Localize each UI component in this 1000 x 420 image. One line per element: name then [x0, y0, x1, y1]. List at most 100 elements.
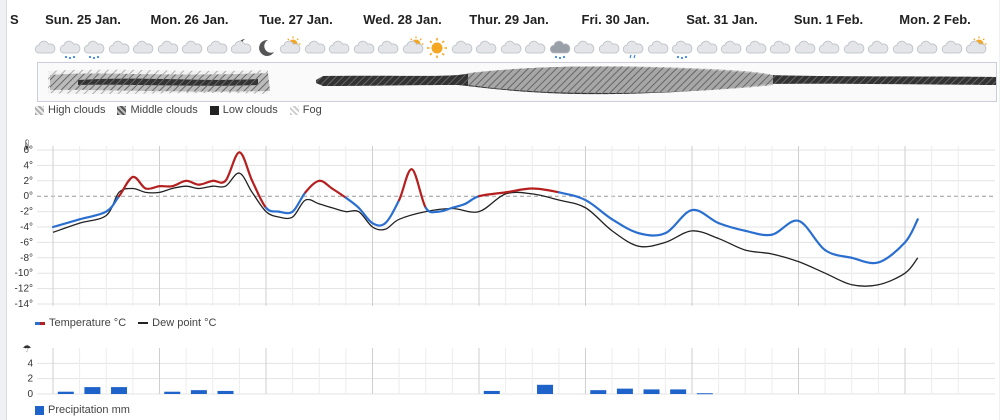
fog-swatch — [289, 105, 299, 115]
y-tick-label: -2° — [20, 207, 33, 218]
temperature-chart: 6° 4° 2° 0° -2° -4° -6° -8° -10° -12° -14° 🌡 — [15, 139, 995, 310]
temperature-line-segment — [344, 196, 360, 209]
precipitation-bar — [537, 384, 554, 394]
temperature-line-segment — [850, 256, 880, 265]
cloud-icon — [157, 40, 178, 54]
cloud-icon — [304, 40, 325, 54]
temperature-line-segment — [797, 219, 827, 252]
temperature-line-segment — [304, 179, 321, 194]
temperature-line-segment — [224, 151, 241, 182]
dewpoint-line — [52, 172, 919, 287]
y-tick-label: 0° — [23, 191, 33, 202]
temperature-line-segment — [330, 187, 347, 199]
low-clouds-swatch — [209, 105, 219, 115]
sun-icon — [427, 38, 447, 58]
cloud-icon — [647, 40, 668, 54]
cloud-icon — [34, 40, 56, 54]
precip-tick-label: 0 — [27, 389, 33, 400]
cloud-icon — [843, 40, 864, 54]
temperature-grid — [37, 146, 995, 306]
temperature-line-segment — [117, 175, 134, 198]
precipitation-bar — [670, 389, 687, 394]
middle-clouds-area-2 — [468, 66, 773, 93]
legend-temperature-label: Temperature °C — [49, 317, 127, 329]
precipitation-bar — [190, 390, 207, 394]
day-label: Wed. 28 Jan. — [363, 12, 442, 27]
legend-precipitation-label: Precipitation mm — [48, 404, 130, 416]
temperature-line-segment — [51, 218, 81, 229]
cloud-icon — [720, 40, 742, 54]
y-tick-label: -8° — [20, 253, 33, 264]
cloud-icon — [794, 40, 815, 54]
y-tick-label: 2° — [23, 176, 33, 187]
sun-cloud-icon — [965, 36, 987, 54]
weather-icon-row — [7, 34, 999, 64]
moon-icon — [258, 39, 274, 56]
legend-fog-label: Fog — [302, 104, 322, 116]
umbrella-icon: ☂ — [23, 344, 32, 355]
cloud-cover-band — [37, 62, 997, 102]
temperature-line-segment — [211, 179, 227, 184]
cloud-icon — [818, 40, 840, 54]
precipitation-bar — [84, 387, 101, 394]
temperature-line-segment — [477, 191, 507, 198]
cloud-snow-icon — [59, 40, 80, 60]
forecast-panel: S Sun. 25 Jan. Mon. 26 Jan. Tue. 27 Jan. Wed… — [6, 0, 999, 420]
precipitation-bar — [483, 390, 500, 394]
y-tick-label: 4° — [23, 160, 33, 171]
middle-clouds-swatch — [117, 105, 127, 115]
y-tick-label: -4° — [20, 222, 33, 233]
cloud-icon — [353, 40, 374, 54]
precipitation-bar — [57, 391, 74, 394]
cloud-icon — [181, 40, 203, 54]
temperature-line-segment — [185, 179, 201, 186]
precipitation-bar — [696, 393, 713, 395]
precipitation-chart: 4 2 0 ☂ — [23, 344, 995, 400]
cloud-icon — [524, 40, 546, 54]
temperature-line-segment — [238, 151, 254, 182]
legend-high-clouds-label: High clouds — [48, 104, 106, 116]
temperature-line-segment — [371, 222, 387, 227]
legend-middle-clouds: Middle clouds — [117, 104, 198, 116]
precip-tick-label: 4 — [27, 358, 33, 369]
temperature-line-segment — [690, 208, 720, 225]
temperature-line-segment — [664, 208, 694, 235]
y-tick-label: -10° — [15, 268, 33, 279]
cloud-icon — [573, 40, 595, 54]
day-header-row: S Sun. 25 Jan. Mon. 26 Jan. Tue. 27 Jan. Wed… — [7, 0, 999, 36]
temperature-line-segment — [318, 179, 334, 190]
cloud-icon — [598, 40, 619, 54]
temperature-line-segment — [264, 206, 280, 213]
cloud-rain-icon — [622, 40, 644, 59]
temperature-line-segment — [291, 191, 307, 213]
temperature-line-segment — [557, 191, 587, 202]
precipitation-bar — [217, 390, 234, 394]
temperature-line-segment — [410, 168, 427, 209]
cloud-icon — [475, 40, 497, 54]
day-label: Fri. 30 Jan. — [581, 12, 650, 27]
day-label: Mon. 2 Feb. — [899, 12, 971, 27]
temperature-line-segment — [437, 206, 454, 213]
temperature-line-segment — [131, 175, 147, 190]
cloud-snow-icon — [83, 40, 105, 60]
temperature-line-segment — [384, 198, 401, 225]
precipitation-swatch — [35, 405, 44, 415]
y-tick-label: -12° — [15, 284, 33, 295]
temperature-line-segment — [398, 168, 414, 202]
legend-middle-clouds-label: Middle clouds — [130, 104, 198, 116]
temperature-line-segment — [584, 198, 614, 221]
temperature-legend: Temperature °C Dew point °C — [35, 317, 216, 329]
low-clouds-area — [78, 78, 258, 86]
cloud-icon — [769, 40, 791, 54]
temperature-line-segment — [717, 222, 747, 232]
cloud-icon — [867, 40, 889, 54]
sun-cloud-icon — [279, 36, 301, 54]
precipitation-legend: Precipitation mm — [35, 404, 130, 416]
temperature-line-segment — [78, 210, 108, 221]
y-tick-label: -6° — [20, 237, 33, 248]
temperature-line-segment — [770, 219, 800, 236]
cloud-icon — [916, 40, 938, 54]
legend-dewpoint: Dew point °C — [138, 317, 216, 329]
legend-low-clouds-label: Low clouds — [222, 104, 278, 116]
temperature-swatch — [35, 321, 45, 325]
